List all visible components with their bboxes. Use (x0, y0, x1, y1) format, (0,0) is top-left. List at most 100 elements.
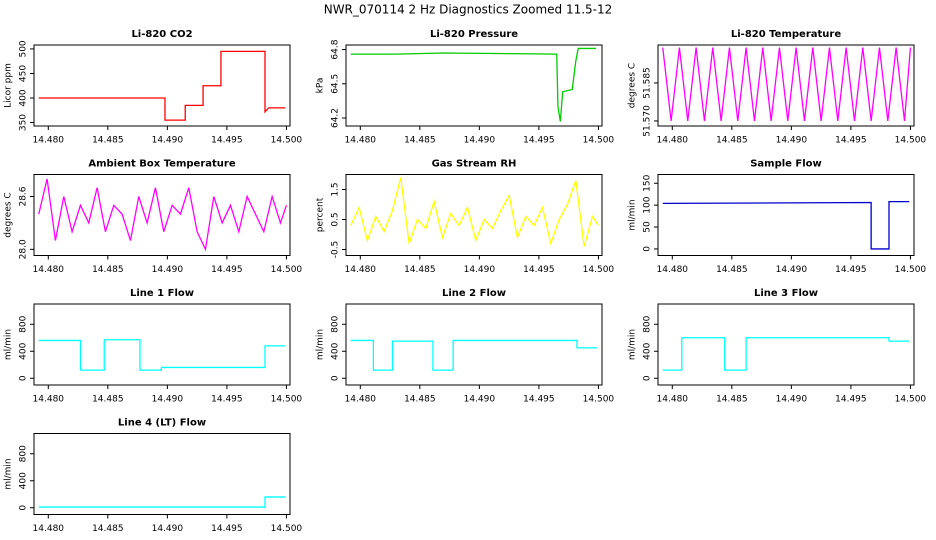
x-tick-label: 14.495 (211, 395, 243, 405)
y-tick-label: 64.8 (331, 39, 341, 59)
x-tick-label: 14.490 (776, 395, 808, 405)
y-tick-label: 0 (643, 375, 653, 381)
x-tick-label: 14.495 (211, 265, 243, 275)
y-tick-label: 51.570 (643, 105, 653, 137)
panel-title: Line 2 Flow (442, 288, 506, 299)
y-tick-label: 51.585 (643, 67, 653, 99)
y-tick-label: -0.5 (331, 241, 341, 259)
y-tick-label: 0.5 (331, 212, 341, 226)
x-tick-label: 14.485 (716, 395, 748, 405)
panel-title: Line 3 Flow (754, 288, 818, 299)
y-tick-label: 0 (643, 246, 653, 252)
x-tick-label: 14.490 (776, 136, 808, 146)
plot-frame (657, 44, 915, 127)
x-tick-label: 14.500 (271, 524, 303, 534)
x-tick-label: 14.490 (464, 136, 496, 146)
x-tick-label: 14.485 (716, 136, 748, 146)
x-tick-label: 14.500 (583, 265, 615, 275)
plot-frame (33, 174, 291, 256)
x-tick-label: 14.485 (92, 524, 124, 534)
data-line (662, 201, 910, 250)
x-tick-label: 14.480 (33, 136, 65, 146)
x-tick-label: 14.490 (152, 395, 184, 405)
x-tick-label: 14.480 (345, 265, 377, 275)
plot-frame (33, 433, 291, 515)
y-tick-label: 28.6 (19, 186, 29, 206)
plot-frame (657, 303, 915, 386)
y-tick-label: 450 (19, 65, 29, 82)
page-title: NWR_070114 2 Hz Diagnostics Zoomed 11.5-… (324, 3, 613, 17)
x-tick-label: 14.495 (835, 265, 867, 275)
y-tick-label: 400 (19, 89, 29, 106)
y-tick-label: 800 (19, 445, 29, 462)
y-tick-label: 64.5 (331, 74, 341, 94)
y-axis-label: ml/min (628, 199, 638, 230)
x-tick-label: 14.480 (345, 136, 377, 146)
plot-frame (345, 174, 603, 256)
data-line (38, 178, 288, 252)
data-line (38, 339, 286, 371)
panel-title: Li-820 CO2 (131, 29, 192, 40)
y-tick-label: 800 (643, 315, 653, 332)
x-tick-label: 14.495 (523, 136, 555, 146)
panel-title: Gas Stream RH (432, 159, 517, 170)
y-tick-label: 64.2 (331, 108, 341, 128)
plot-frame (33, 303, 291, 386)
panel-title: Li-820 Pressure (430, 29, 518, 40)
data-line (662, 47, 912, 122)
x-tick-label: 14.495 (211, 524, 243, 534)
y-tick-label: 400 (19, 342, 29, 359)
plot-frame (345, 44, 603, 127)
x-tick-label: 14.480 (657, 395, 689, 405)
y-tick-label: 500 (19, 40, 29, 57)
y-axis-label: kPa (316, 78, 326, 94)
x-tick-label: 14.495 (523, 395, 555, 405)
y-tick-label: 400 (643, 342, 653, 359)
y-axis-label: Licor ppm (4, 63, 14, 108)
x-tick-label: 14.485 (404, 136, 436, 146)
x-tick-label: 14.480 (657, 136, 689, 146)
x-tick-label: 14.480 (33, 524, 65, 534)
x-tick-label: 14.495 (211, 136, 243, 146)
y-axis-label: ml/min (4, 458, 14, 489)
x-tick-label: 14.500 (271, 136, 303, 146)
y-axis-label: percent (316, 197, 326, 232)
data-line (662, 337, 910, 371)
y-tick-label: 150 (643, 174, 653, 191)
x-tick-label: 14.485 (92, 395, 124, 405)
y-axis-label: ml/min (4, 329, 14, 360)
data-line (38, 496, 286, 508)
y-tick-label: 0 (331, 375, 341, 381)
y-tick-label: 800 (19, 315, 29, 332)
x-tick-label: 14.490 (464, 395, 496, 405)
x-tick-label: 14.495 (835, 395, 867, 405)
x-tick-label: 14.495 (835, 136, 867, 146)
y-tick-label: 400 (331, 342, 341, 359)
x-tick-label: 14.490 (152, 265, 184, 275)
plot-frame (33, 44, 291, 127)
x-tick-label: 14.500 (895, 265, 927, 275)
y-axis-label: ml/min (316, 329, 326, 360)
x-tick-label: 14.490 (152, 136, 184, 146)
data-line (350, 177, 599, 247)
x-tick-label: 14.480 (657, 265, 689, 275)
y-tick-label: 0 (19, 505, 29, 511)
x-tick-label: 14.480 (345, 395, 377, 405)
x-tick-label: 14.485 (404, 395, 436, 405)
x-tick-label: 14.480 (33, 395, 65, 405)
plot-frame (345, 303, 603, 386)
panel-title: Li-820 Temperature (731, 29, 841, 40)
panel-title: Sample Flow (750, 159, 822, 170)
x-tick-label: 14.485 (404, 265, 436, 275)
x-tick-label: 14.485 (716, 265, 748, 275)
x-tick-label: 14.485 (92, 265, 124, 275)
y-tick-label: 28.0 (19, 239, 29, 259)
panel-title: Line 1 Flow (130, 288, 194, 299)
panel-title: Line 4 (LT) Flow (118, 418, 206, 429)
y-tick-label: 50 (643, 221, 653, 233)
panel-title: Ambient Box Temperature (88, 159, 235, 170)
x-tick-label: 14.500 (895, 136, 927, 146)
x-tick-label: 14.500 (583, 395, 615, 405)
